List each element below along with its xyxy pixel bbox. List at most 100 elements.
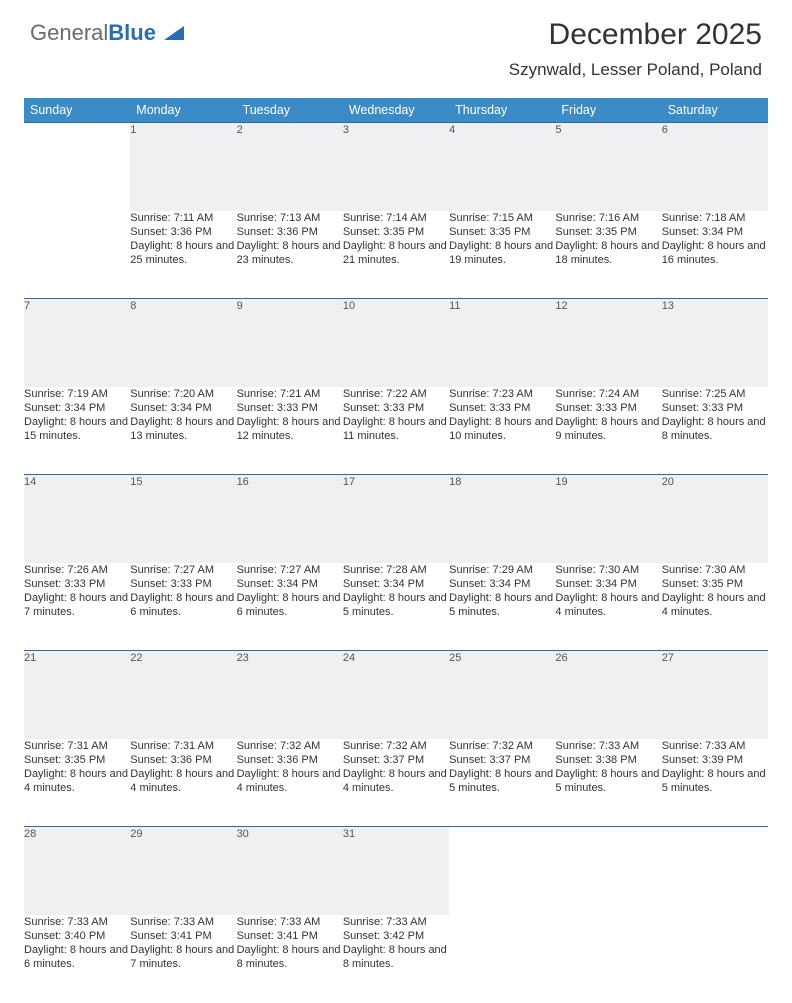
sunset-line: Sunset: 3:34 PM: [24, 401, 130, 415]
day-number-cell: 31: [343, 827, 449, 915]
daylight-line: Daylight: 8 hours and 4 minutes.: [343, 767, 449, 795]
sunrise-line: Sunrise: 7:14 AM: [343, 211, 449, 225]
day-number-cell: 4: [449, 123, 555, 211]
day-body-cell: Sunrise: 7:19 AMSunset: 3:34 PMDaylight:…: [24, 387, 130, 475]
sunrise-line: Sunrise: 7:16 AM: [555, 211, 661, 225]
day-number-row: 21222324252627: [24, 651, 768, 739]
sunrise-line: Sunrise: 7:11 AM: [130, 211, 236, 225]
day-number-cell: 1: [130, 123, 236, 211]
sunrise-line: Sunrise: 7:22 AM: [343, 387, 449, 401]
day-body-cell: Sunrise: 7:33 AMSunset: 3:42 PMDaylight:…: [343, 915, 449, 1003]
logo-text-2: Blue: [108, 20, 156, 45]
sunrise-line: Sunrise: 7:31 AM: [24, 739, 130, 753]
daylight-line: Daylight: 8 hours and 8 minutes.: [343, 943, 449, 971]
day-number-cell: 7: [24, 299, 130, 387]
sunset-line: Sunset: 3:33 PM: [343, 401, 449, 415]
day-number-cell: 29: [130, 827, 236, 915]
sunrise-line: Sunrise: 7:20 AM: [130, 387, 236, 401]
sunset-line: Sunset: 3:40 PM: [24, 929, 130, 943]
daylight-line: Daylight: 8 hours and 7 minutes.: [130, 943, 236, 971]
sunrise-line: Sunrise: 7:33 AM: [237, 915, 343, 929]
day-number-cell: 26: [555, 651, 661, 739]
sunrise-line: Sunrise: 7:33 AM: [24, 915, 130, 929]
day-body-cell: Sunrise: 7:33 AMSunset: 3:41 PMDaylight:…: [130, 915, 236, 1003]
daylight-line: Daylight: 8 hours and 10 minutes.: [449, 415, 555, 443]
day-body-cell: Sunrise: 7:28 AMSunset: 3:34 PMDaylight:…: [343, 563, 449, 651]
day-number-row: 123456: [24, 123, 768, 211]
day-number-cell: 6: [662, 123, 768, 211]
daylight-line: Daylight: 8 hours and 5 minutes.: [449, 591, 555, 619]
sunset-line: Sunset: 3:37 PM: [449, 753, 555, 767]
day-body-cell: Sunrise: 7:20 AMSunset: 3:34 PMDaylight:…: [130, 387, 236, 475]
day-body-cell: Sunrise: 7:15 AMSunset: 3:35 PMDaylight:…: [449, 211, 555, 299]
daylight-line: Daylight: 8 hours and 6 minutes.: [130, 591, 236, 619]
sunrise-line: Sunrise: 7:30 AM: [662, 563, 768, 577]
day-number-cell: 16: [237, 475, 343, 563]
calendar-table: SundayMondayTuesdayWednesdayThursdayFrid…: [24, 98, 768, 1003]
day-number-cell: 2: [237, 123, 343, 211]
weekday-header: Tuesday: [237, 98, 343, 123]
daylight-line: Daylight: 8 hours and 13 minutes.: [130, 415, 236, 443]
weekday-header: Sunday: [24, 98, 130, 123]
day-body-cell: Sunrise: 7:33 AMSunset: 3:40 PMDaylight:…: [24, 915, 130, 1003]
sunrise-line: Sunrise: 7:30 AM: [555, 563, 661, 577]
day-body-cell: Sunrise: 7:30 AMSunset: 3:35 PMDaylight:…: [662, 563, 768, 651]
sunset-line: Sunset: 3:33 PM: [24, 577, 130, 591]
day-body-cell: Sunrise: 7:13 AMSunset: 3:36 PMDaylight:…: [237, 211, 343, 299]
daylight-line: Daylight: 8 hours and 4 minutes.: [555, 591, 661, 619]
day-body-cell: Sunrise: 7:16 AMSunset: 3:35 PMDaylight:…: [555, 211, 661, 299]
day-body-cell: [24, 211, 130, 299]
sunrise-line: Sunrise: 7:27 AM: [237, 563, 343, 577]
sunset-line: Sunset: 3:33 PM: [555, 401, 661, 415]
sunset-line: Sunset: 3:42 PM: [343, 929, 449, 943]
day-number-cell: 24: [343, 651, 449, 739]
day-body-cell: Sunrise: 7:21 AMSunset: 3:33 PMDaylight:…: [237, 387, 343, 475]
daylight-line: Daylight: 8 hours and 5 minutes.: [343, 591, 449, 619]
day-body-row: Sunrise: 7:33 AMSunset: 3:40 PMDaylight:…: [24, 915, 768, 1003]
daylight-line: Daylight: 8 hours and 4 minutes.: [237, 767, 343, 795]
sunset-line: Sunset: 3:39 PM: [662, 753, 768, 767]
sunset-line: Sunset: 3:33 PM: [449, 401, 555, 415]
weekday-header: Saturday: [662, 98, 768, 123]
day-body-cell: Sunrise: 7:33 AMSunset: 3:41 PMDaylight:…: [237, 915, 343, 1003]
day-number-row: 78910111213: [24, 299, 768, 387]
day-number-cell: 14: [24, 475, 130, 563]
day-body-cell: Sunrise: 7:32 AMSunset: 3:37 PMDaylight:…: [343, 739, 449, 827]
sunset-line: Sunset: 3:35 PM: [343, 225, 449, 239]
day-number-cell: 20: [662, 475, 768, 563]
day-number-cell: 3: [343, 123, 449, 211]
page-subtitle: Szynwald, Lesser Poland, Poland: [509, 60, 762, 80]
daylight-line: Daylight: 8 hours and 6 minutes.: [24, 943, 130, 971]
daylight-line: Daylight: 8 hours and 4 minutes.: [130, 767, 236, 795]
sunrise-line: Sunrise: 7:32 AM: [343, 739, 449, 753]
sunrise-line: Sunrise: 7:32 AM: [237, 739, 343, 753]
day-body-cell: Sunrise: 7:31 AMSunset: 3:35 PMDaylight:…: [24, 739, 130, 827]
day-body-cell: Sunrise: 7:27 AMSunset: 3:34 PMDaylight:…: [237, 563, 343, 651]
day-body-cell: [662, 915, 768, 1003]
daylight-line: Daylight: 8 hours and 5 minutes.: [662, 767, 768, 795]
sunset-line: Sunset: 3:34 PM: [343, 577, 449, 591]
logo-triangle-icon: [164, 26, 184, 42]
day-number-cell: 9: [237, 299, 343, 387]
day-number-cell: 22: [130, 651, 236, 739]
sunrise-line: Sunrise: 7:21 AM: [237, 387, 343, 401]
day-body-row: Sunrise: 7:26 AMSunset: 3:33 PMDaylight:…: [24, 563, 768, 651]
sunset-line: Sunset: 3:34 PM: [449, 577, 555, 591]
day-body-cell: Sunrise: 7:23 AMSunset: 3:33 PMDaylight:…: [449, 387, 555, 475]
sunset-line: Sunset: 3:35 PM: [24, 753, 130, 767]
day-body-row: Sunrise: 7:31 AMSunset: 3:35 PMDaylight:…: [24, 739, 768, 827]
sunrise-line: Sunrise: 7:28 AM: [343, 563, 449, 577]
daylight-line: Daylight: 8 hours and 5 minutes.: [449, 767, 555, 795]
day-body-row: Sunrise: 7:19 AMSunset: 3:34 PMDaylight:…: [24, 387, 768, 475]
daylight-line: Daylight: 8 hours and 25 minutes.: [130, 239, 236, 267]
day-body-cell: Sunrise: 7:25 AMSunset: 3:33 PMDaylight:…: [662, 387, 768, 475]
sunset-line: Sunset: 3:33 PM: [237, 401, 343, 415]
day-number-cell: 30: [237, 827, 343, 915]
day-body-cell: Sunrise: 7:14 AMSunset: 3:35 PMDaylight:…: [343, 211, 449, 299]
sunset-line: Sunset: 3:34 PM: [662, 225, 768, 239]
day-body-cell: [449, 915, 555, 1003]
sunset-line: Sunset: 3:41 PM: [237, 929, 343, 943]
sunrise-line: Sunrise: 7:24 AM: [555, 387, 661, 401]
day-body-cell: Sunrise: 7:30 AMSunset: 3:34 PMDaylight:…: [555, 563, 661, 651]
day-number-cell: [449, 827, 555, 915]
